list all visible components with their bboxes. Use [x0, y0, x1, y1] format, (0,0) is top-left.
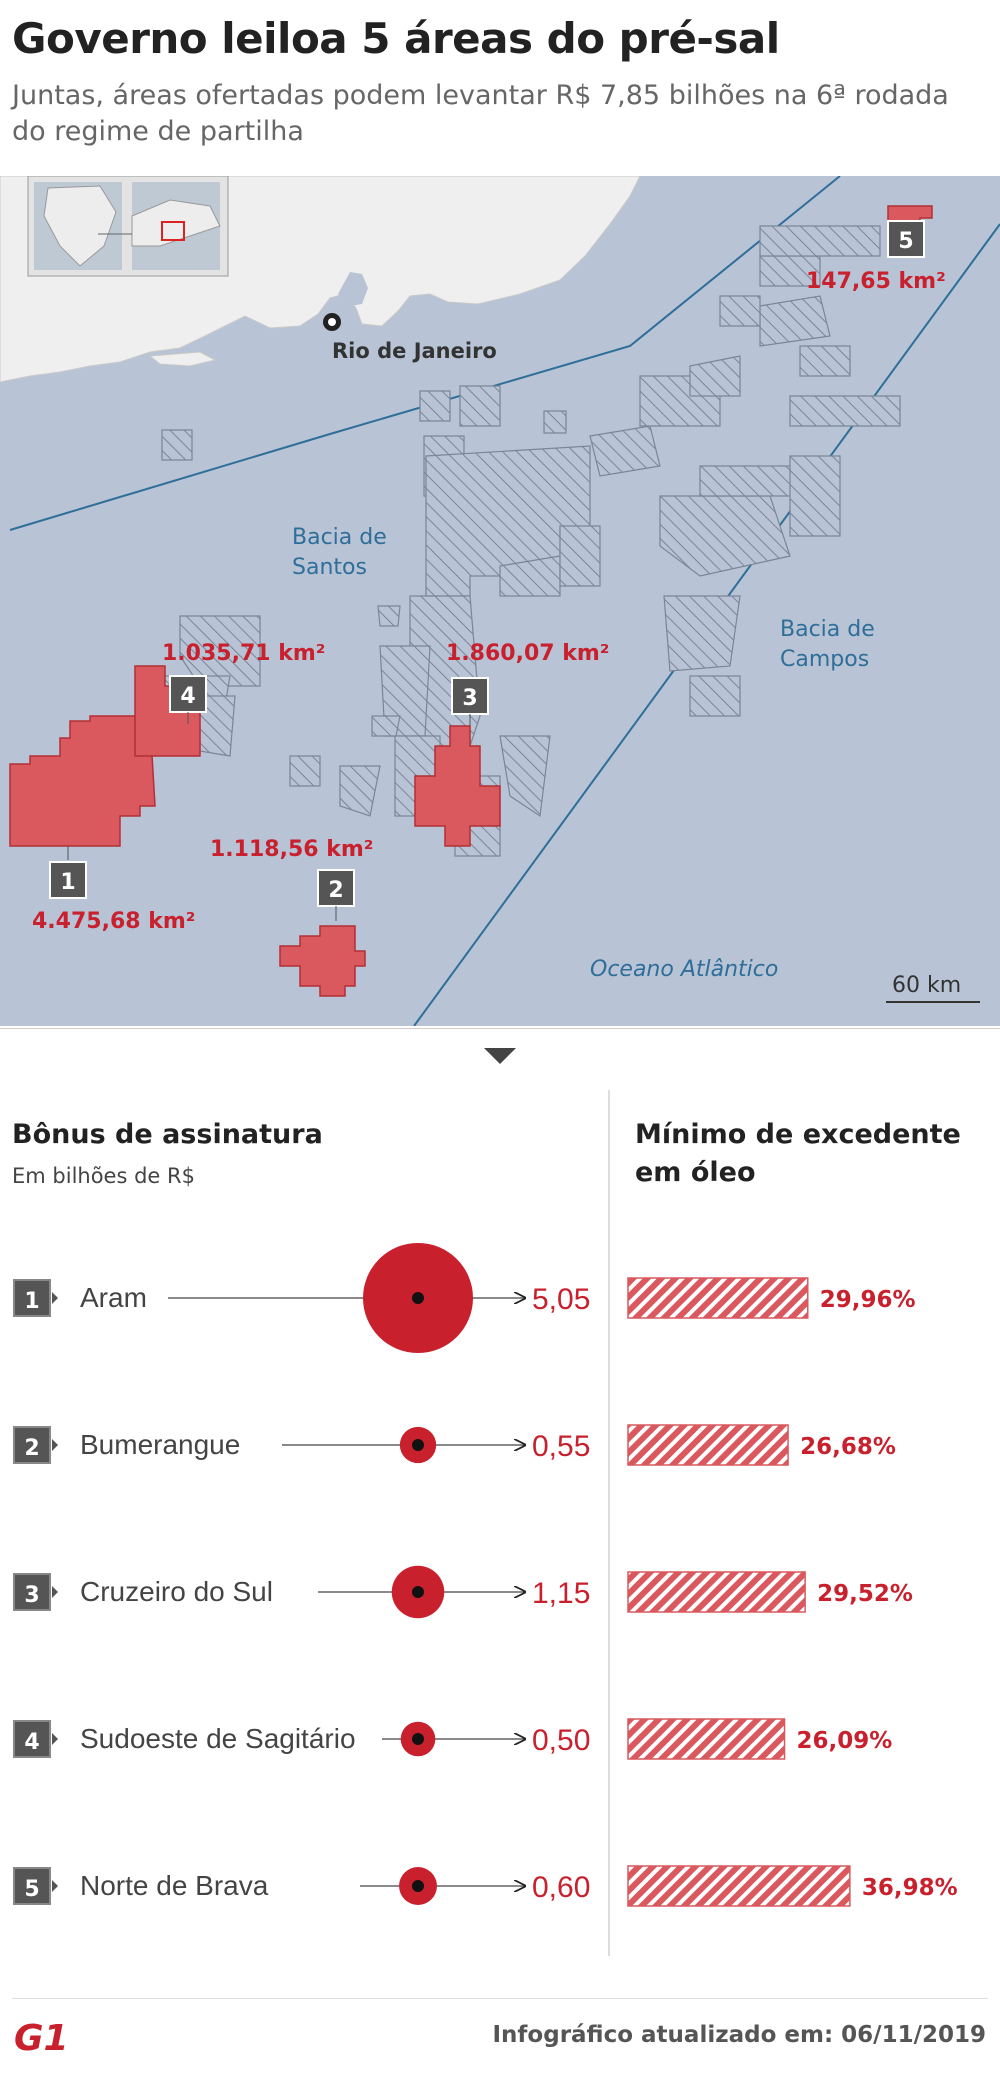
bay	[338, 272, 368, 306]
map-bottom-rule	[0, 1028, 1000, 1029]
oil-value-label: 29,52%	[817, 1581, 913, 1607]
area-labels: 4.475,68 km² 1.035,71 km² 1.860,07 km² 1…	[32, 269, 946, 934]
svg-text:G1: G1	[14, 2018, 69, 2056]
offered-areas	[9, 205, 933, 997]
row-number: 2	[24, 1436, 39, 1461]
bonus-bubble-center	[412, 1292, 424, 1304]
category-label: Norte de Brava	[80, 1870, 269, 1901]
oil-title-line-1: Mínimo de excedente	[635, 1119, 961, 1150]
chart-row-5: 5 Norte de Brava 0,60 36,98%	[13, 1865, 958, 1907]
bonus-value-label: 1,15	[532, 1577, 590, 1610]
bonus-and-oil-chart: 1 Aram 5,05 29,96% 2 Bumerangue 0,55 26,68% 3 Cru…	[13, 1243, 958, 1907]
row-number-badge	[13, 1426, 51, 1464]
basin-campos-label-1: Bacia de	[780, 617, 875, 642]
chart-row-1: 1 Aram 5,05 29,96%	[13, 1243, 916, 1353]
area-2-shape	[279, 925, 366, 997]
page-title: Governo leiloa 5 áreas do pré-sal	[12, 14, 780, 63]
category-label: Sudoeste de Sagitário	[80, 1723, 356, 1754]
g1-logo: G1	[14, 2018, 69, 2056]
marker-5: 5	[887, 220, 925, 258]
row-number-badge	[13, 1720, 51, 1758]
row-pointer-icon	[52, 1439, 58, 1451]
scale-label: 60 km	[892, 973, 961, 998]
row-pointer-icon	[52, 1586, 58, 1598]
bonus-bubble-center	[412, 1586, 424, 1598]
oil-bar	[627, 1277, 809, 1319]
bonus-unit-label: Em bilhões de R$	[12, 1164, 195, 1188]
bonus-value-label: 0,60	[532, 1871, 590, 1904]
category-label: Bumerangue	[80, 1429, 240, 1460]
basin-santos-label-1: Bacia de	[292, 525, 387, 550]
page-subtitle: Juntas, áreas ofertadas podem levantar R…	[12, 80, 949, 147]
area-markers: 1 4 3 2 5	[49, 220, 925, 921]
row-pointer-icon	[52, 1880, 58, 1892]
oil-value-label: 26,09%	[797, 1728, 893, 1754]
svg-text:2: 2	[328, 878, 343, 903]
bonus-value-label: 0,55	[532, 1430, 590, 1463]
basin-santos-label-2: Santos	[292, 555, 367, 580]
row-number: 3	[24, 1583, 39, 1608]
bonus-value-label: 5,05	[532, 1283, 590, 1316]
island	[148, 351, 217, 367]
row-number-badge	[13, 1279, 51, 1317]
area-5-label: 147,65 km²	[806, 269, 946, 294]
category-label: Cruzeiro do Sul	[80, 1576, 273, 1607]
chart-row-2: 2 Bumerangue 0,55 26,68%	[13, 1424, 896, 1466]
category-label: Aram	[80, 1282, 147, 1313]
bonus-bubble-center	[412, 1439, 424, 1451]
row-pointer-icon	[52, 1733, 58, 1745]
footer-rule	[12, 1998, 988, 1999]
area-2-label: 1.118,56 km²	[210, 837, 373, 862]
column-divider	[608, 1090, 610, 1956]
oil-value-label: 36,98%	[862, 1875, 958, 1901]
footer-updated: Infográfico atualizado em: 06/11/2019	[492, 2022, 986, 2048]
chart-row-4: 4 Sudoeste de Sagitário 0,50 26,09%	[13, 1718, 893, 1760]
area-1-label: 4.475,68 km²	[32, 909, 195, 934]
row-number: 1	[24, 1289, 39, 1314]
bonus-section-title: Bônus de assinatura	[12, 1119, 323, 1150]
city-label: Rio de Janeiro	[332, 339, 497, 363]
bonus-bubble-center	[412, 1880, 424, 1892]
pre-sal-map: Rio de Janeiro	[0, 176, 1000, 1026]
row-number: 4	[24, 1730, 39, 1755]
down-arrow-icon	[484, 1048, 516, 1064]
ocean-label: Oceano Atlântico	[590, 957, 778, 982]
oil-bar	[627, 1424, 789, 1466]
marker-4: 4	[169, 675, 207, 724]
bonus-value-label: 0,50	[532, 1724, 590, 1757]
area-3-shape	[414, 725, 501, 847]
chart-row-3: 3 Cruzeiro do Sul 1,15 29,52%	[13, 1565, 913, 1619]
oil-value-label: 26,68%	[800, 1434, 896, 1460]
svg-text:5: 5	[898, 229, 913, 254]
svg-text:1: 1	[60, 870, 75, 895]
marker-2: 2	[317, 869, 355, 921]
oil-bar	[627, 1571, 806, 1613]
oil-section-title: Mínimo de excedente em óleo	[635, 1116, 995, 1192]
oil-bar	[627, 1865, 851, 1907]
row-pointer-icon	[52, 1292, 58, 1304]
area-4-label: 1.035,71 km²	[162, 641, 325, 666]
oil-title-line-2: em óleo	[635, 1157, 756, 1188]
svg-text:3: 3	[462, 686, 477, 711]
row-number-badge	[13, 1867, 51, 1905]
marker-3: 3	[451, 677, 489, 726]
row-number: 5	[24, 1877, 39, 1902]
oil-bar	[627, 1718, 786, 1760]
area-3-label: 1.860,07 km²	[446, 641, 609, 666]
basin-campos-label-2: Campos	[780, 647, 869, 672]
oil-value-label: 29,96%	[820, 1287, 916, 1313]
inset-maps	[27, 176, 229, 277]
marker-1: 1	[49, 846, 87, 899]
row-number-badge	[13, 1573, 51, 1611]
svg-text:4: 4	[180, 684, 195, 709]
bonus-bubble-center	[412, 1733, 424, 1745]
